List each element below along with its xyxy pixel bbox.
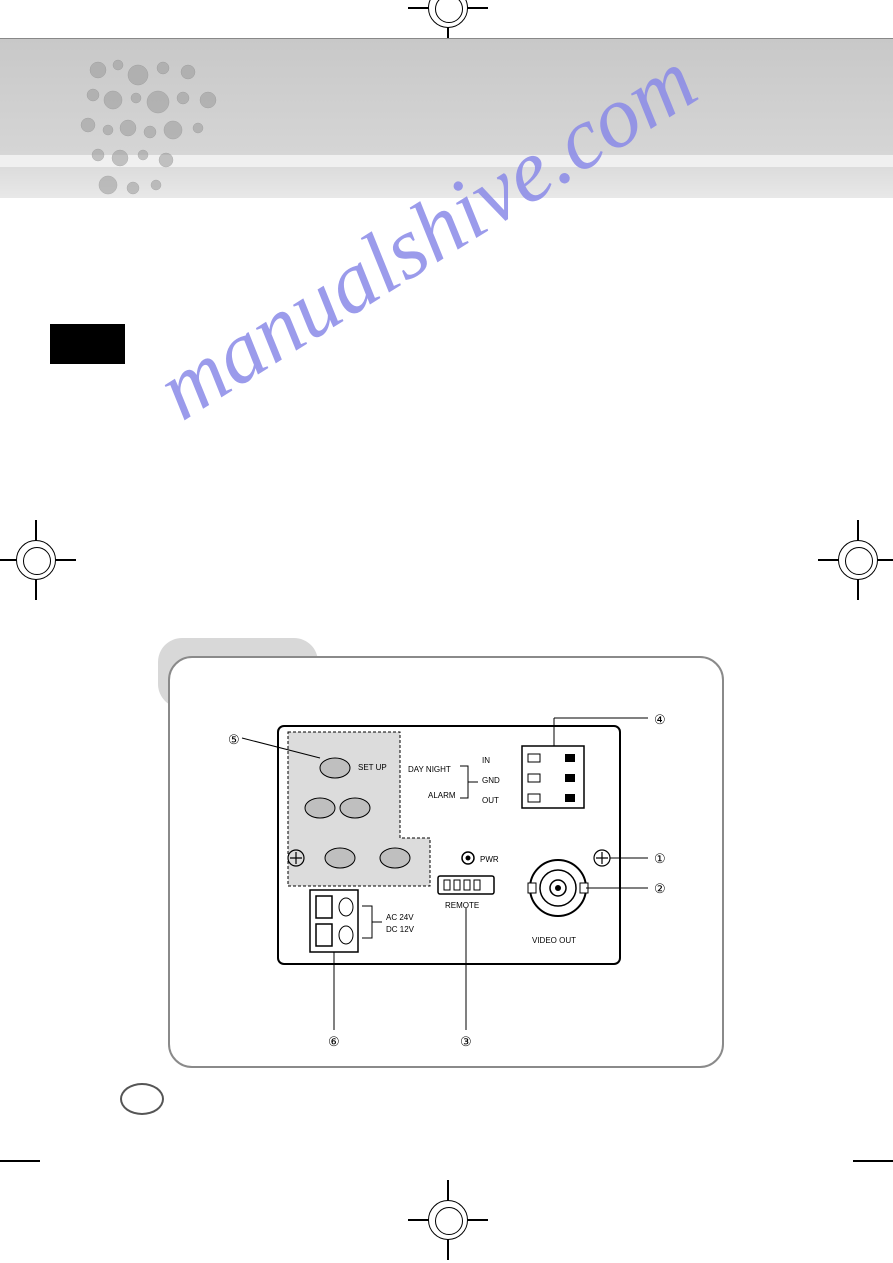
remote-label: REMOTE	[445, 901, 479, 910]
crop-mark-right	[838, 540, 878, 580]
gnd-label: GND	[482, 776, 500, 785]
callout-6: ⑥	[328, 1034, 340, 1049]
in-label: IN	[482, 756, 490, 765]
section-marker	[50, 324, 125, 364]
header-line	[0, 38, 893, 39]
bubbles-graphic	[78, 50, 278, 210]
tick-bottom-left	[0, 1160, 40, 1162]
power-terminal	[310, 890, 358, 952]
crop-mark-top	[428, 0, 468, 28]
crop-mark-left	[16, 540, 56, 580]
screw-right	[594, 850, 610, 866]
rear-panel-diagram: SET UP DAY NIGHT ALARM IN GND OUT PWR	[168, 656, 724, 1068]
bnc-connector	[528, 860, 588, 916]
power-label-2: DC 12V	[386, 925, 415, 934]
callout-3: ③	[460, 1034, 472, 1049]
daynight-label: DAY NIGHT	[408, 765, 451, 774]
pwr-label: PWR	[480, 855, 499, 864]
panel-svg: SET UP DAY NIGHT ALARM IN GND OUT PWR	[170, 658, 726, 1070]
callout-2: ②	[654, 881, 666, 896]
callout-4: ④	[654, 712, 666, 727]
callout-5: ⑤	[228, 732, 240, 747]
callout-1: ①	[654, 851, 666, 866]
out-label: OUT	[482, 796, 499, 805]
power-label-1: AC 24V	[386, 913, 414, 922]
setup-label: SET UP	[358, 763, 387, 772]
alarm-label: ALARM	[428, 791, 456, 800]
tick-bottom-right	[853, 1160, 893, 1162]
crop-mark-bottom	[428, 1200, 468, 1240]
videoout-label: VIDEO OUT	[532, 936, 576, 945]
screw-left	[288, 850, 304, 866]
page-number-oval	[120, 1083, 164, 1115]
